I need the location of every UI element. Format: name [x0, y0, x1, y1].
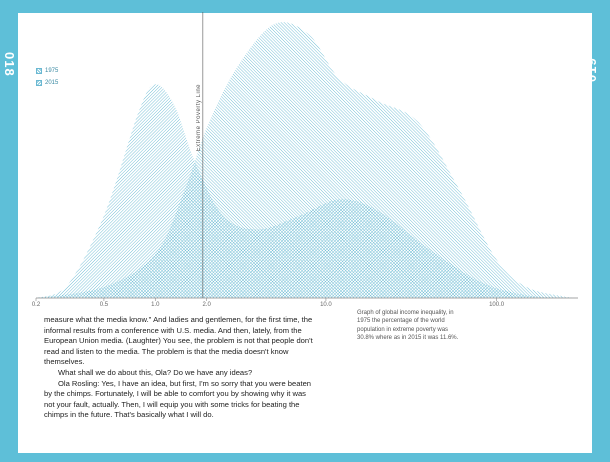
poverty-line-label: Extreme Poverty Line — [196, 84, 202, 152]
legend-item-2015: 2015 — [36, 80, 58, 86]
legend-label-1975: 1975 — [45, 68, 59, 74]
legend-item-1975: 1975 — [36, 68, 58, 74]
legend-label-2015: 2015 — [45, 80, 59, 86]
x-tick-label: 0.2 — [32, 302, 41, 308]
body-paragraph: What shall we do about this, Ola? Do we … — [58, 367, 253, 377]
x-tick-label: 0.5 — [100, 302, 109, 308]
x-tick-label: 2.0 — [202, 302, 211, 308]
x-tick-label: 1.0 — [151, 302, 160, 308]
legend: 1975 2015 — [36, 68, 58, 92]
x-tick-label: 100.0 — [489, 302, 505, 308]
body-paragraph: Ola Rosling: Yes, I have an idea, but fi… — [44, 378, 312, 420]
legend-swatch-2015 — [36, 80, 42, 86]
page-tab-left — [0, 35, 18, 93]
x-tick-label: 10.0 — [320, 302, 332, 308]
chart-caption: Graph of global income inequality, in 19… — [357, 310, 459, 342]
page-tab-right — [592, 35, 610, 93]
series-area-2015 — [36, 22, 578, 299]
body-paragraph: measure what the media know." And ladies… — [44, 315, 313, 367]
body-text: measure what the media know." And ladies… — [44, 315, 316, 421]
legend-swatch-1975 — [36, 68, 42, 74]
